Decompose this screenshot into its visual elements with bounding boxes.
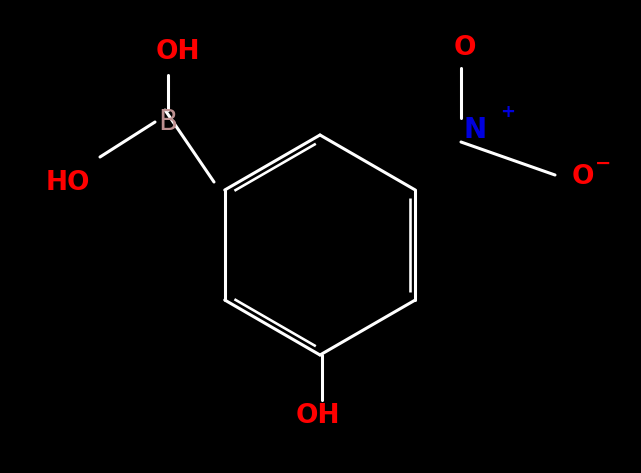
Text: O: O bbox=[454, 35, 476, 61]
Text: OH: OH bbox=[156, 39, 200, 65]
Text: N: N bbox=[463, 116, 486, 144]
Text: HO: HO bbox=[46, 170, 90, 196]
Text: O: O bbox=[572, 164, 594, 190]
Text: −: − bbox=[595, 154, 612, 173]
Text: +: + bbox=[500, 103, 515, 121]
Text: B: B bbox=[158, 108, 178, 136]
Text: OH: OH bbox=[296, 403, 340, 429]
